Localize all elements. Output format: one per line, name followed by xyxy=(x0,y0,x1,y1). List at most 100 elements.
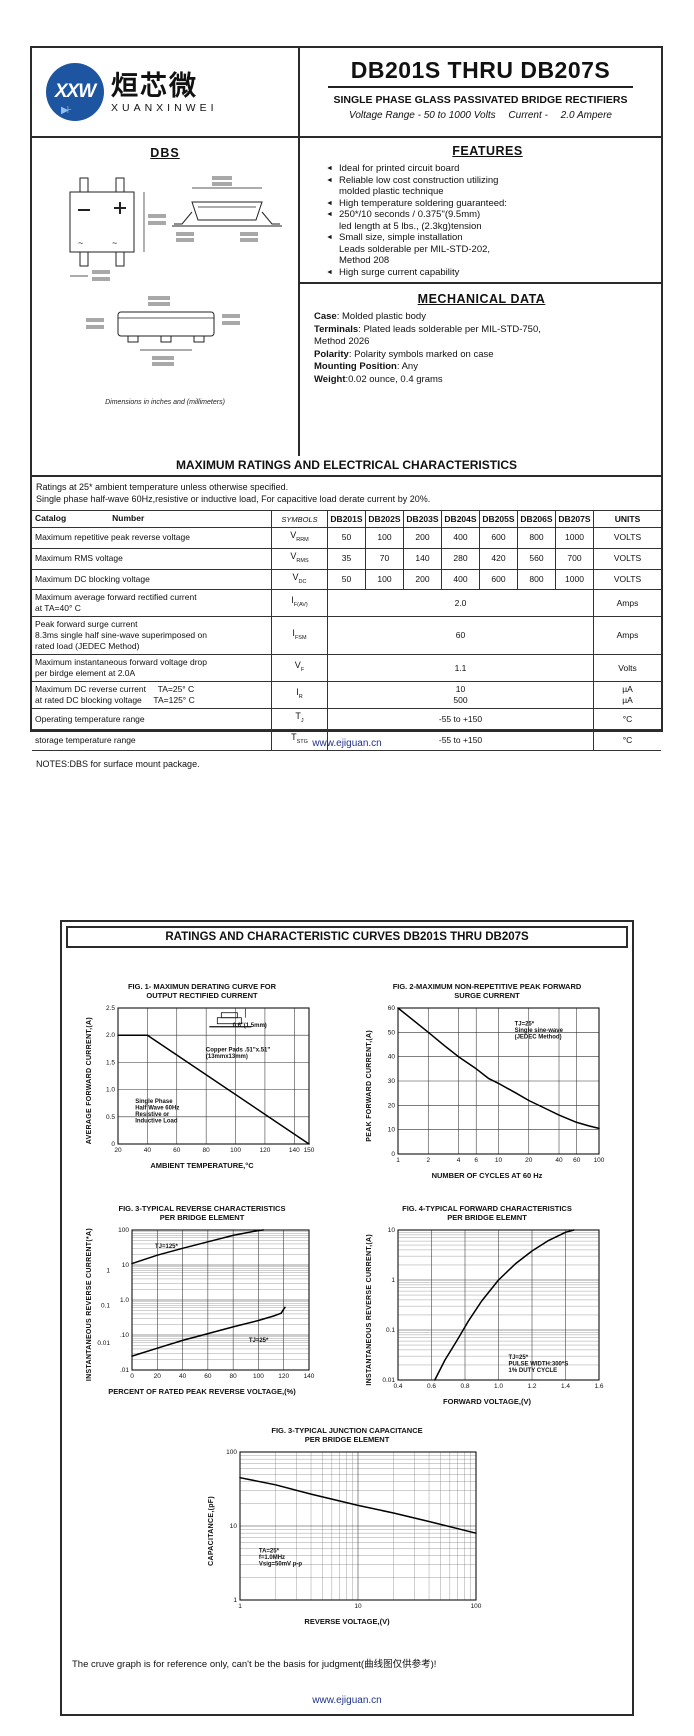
feature-item: ◄ 250*/10 seconds / 0.375"(9.5mm) xyxy=(326,209,481,220)
svg-text:TJ=125*: TJ=125* xyxy=(155,1244,179,1250)
mechanical-heading: MECHANICAL DATA xyxy=(417,292,546,306)
mechanical-list: Case: Molded plastic body Terminals: Plat… xyxy=(314,311,649,386)
junction-capacitance xyxy=(239,1476,477,1534)
header: XXW ▶⊦ 烜芯微 XUANXINWEI DB201S THRU DB207S… xyxy=(32,48,661,138)
svg-text:0: 0 xyxy=(130,1373,134,1380)
svg-text:100: 100 xyxy=(118,1227,129,1234)
value-cell: 50 xyxy=(328,569,366,590)
symbol-cell: TSTG xyxy=(272,730,328,750)
symbol-cell: VRMS xyxy=(272,548,328,569)
table-row: Operating temperature range TJ -55 to +150… xyxy=(32,709,661,731)
curves-banner: RATINGS AND CHARACTERISTIC CURVES DB201S… xyxy=(66,926,628,948)
svg-text:0.6"(1.5mm): 0.6"(1.5mm) xyxy=(232,1023,266,1029)
svg-text:0.6: 0.6 xyxy=(426,1383,435,1390)
value-cell: 600 xyxy=(480,528,518,548)
charts-row-3: FIG. 3-TYPICAL JUNCTION CAPACITANCE PER … xyxy=(62,1426,632,1626)
device-header: DB201S xyxy=(328,511,366,527)
value-cell: 10 500 xyxy=(328,682,594,709)
fig5-plot-area: 1 10 100 100 10 1 TA=25* f=1.0MHz Vsig=50mV p-p xyxy=(226,1449,482,1610)
bullet-icon: ◄ xyxy=(326,176,333,184)
company-logo: XXW ▶⊦ 烜芯微 XUANXINWEI xyxy=(32,48,300,136)
svg-text:1: 1 xyxy=(238,1603,242,1610)
part-number-title: DB201S THRU DB207S xyxy=(350,57,611,83)
value-cell: 200 xyxy=(404,569,442,590)
website-link[interactable]: www.ejiguan.cn xyxy=(312,738,382,749)
svg-text:100: 100 xyxy=(230,1147,241,1154)
ratings-banner: MAXIMUM RATINGS AND ELECTRICAL CHARACTER… xyxy=(32,456,661,477)
logo-mark-text: XXW xyxy=(54,81,96,102)
catalog-number-header: Catalog Number xyxy=(32,511,272,527)
ratings-note-1: Ratings at 25* ambient temperature unles… xyxy=(36,482,289,492)
charts-row-1: FIG. 1- MAXIMUN DERATING CURVE FOR OUTPU… xyxy=(62,982,632,1180)
svg-text:~: ~ xyxy=(112,238,117,248)
value-cell: 1000 xyxy=(556,528,594,548)
units-header: UNITS xyxy=(614,513,641,524)
svg-text:Copper Pads .51"x.51"(13mmx13m: Copper Pads .51"x.51" (13mmx13mm) xyxy=(205,1048,270,1061)
parameter-cell: Maximum repetitive peak reverse voltage xyxy=(32,528,272,548)
fig2-surge-chart: FIG. 2-MAXIMUM NON-REPETITIVE PEAK FORWA… xyxy=(366,982,609,1180)
symbol-cell: IF(AV) xyxy=(272,590,328,617)
forward-vi xyxy=(433,1229,575,1381)
y-axis-label: INSTANTANEOUS REVERSE CURRENT(*A) xyxy=(85,1228,93,1382)
svg-text:80: 80 xyxy=(229,1373,237,1380)
value-cell: 400 xyxy=(442,569,480,590)
fig2-plot-area: 1 2 4 6 10 20 40 60 100 0 10 20 30 40 50 60 TJ=25* Single… xyxy=(387,1005,604,1164)
table-row: Maximum DC blocking voltage VDC 50 100 200 40… xyxy=(32,569,661,591)
mechanical-section: MECHANICAL DATA Case: Molded plastic bod… xyxy=(300,284,661,386)
table-header-row: Catalog Number SYMBOLS DB201S DB202S DB203S DB… xyxy=(32,511,661,528)
value-cell: 280 xyxy=(442,548,480,569)
surge-current xyxy=(396,1007,600,1130)
svg-text:40: 40 xyxy=(143,1147,151,1154)
svg-text:1: 1 xyxy=(396,1157,400,1164)
y-axis-label: INSTANTANEOUS REVERSE CURRENT,(A) xyxy=(365,1234,373,1386)
svg-text:20: 20 xyxy=(525,1157,533,1164)
svg-text:100: 100 xyxy=(226,1449,237,1456)
symbol-cell: IFSM xyxy=(272,617,328,655)
package-name: DBS xyxy=(150,146,180,160)
company-name-en: XUANXINWEI xyxy=(111,101,218,114)
x-axis-label: NUMBER OF CYCLES AT 60 Hz xyxy=(431,1171,543,1180)
bottom-view xyxy=(117,311,215,351)
device-header: DB206S xyxy=(518,511,556,527)
value-cell: 2.0 xyxy=(328,590,594,617)
logo-mark: XXW ▶⊦ xyxy=(46,63,104,121)
front-view xyxy=(69,177,145,277)
svg-text:10: 10 xyxy=(494,1157,502,1164)
value-cell: 800 xyxy=(518,528,556,548)
value-cell: 800 xyxy=(518,569,556,590)
table-row: storage temperature range TSTG -55 to +150… xyxy=(32,730,661,750)
bullet-icon: ◄ xyxy=(326,234,333,241)
chart-title: FIG. 2-MAXIMUM NON-REPETITIVE PEAK FORWA… xyxy=(392,982,582,1000)
units-cell: °C xyxy=(622,713,633,724)
svg-text:10: 10 xyxy=(387,1227,395,1234)
current-value: 2.0 Ampere xyxy=(560,110,612,121)
svg-text:20: 20 xyxy=(153,1373,161,1380)
units-cell: µA µA xyxy=(622,684,633,706)
svg-text:100: 100 xyxy=(252,1373,263,1380)
svg-text:20: 20 xyxy=(387,1102,395,1109)
feature-item: ◄ Ideal for printed circuit board xyxy=(326,163,460,174)
svg-text:1.5: 1.5 xyxy=(105,1059,114,1066)
svg-text:40: 40 xyxy=(178,1373,186,1380)
feature-item-cont: Leads solderable per MIL-STD-202, xyxy=(339,243,491,255)
bullet-icon: ◄ xyxy=(326,211,333,218)
value-cell: 560 xyxy=(518,548,556,569)
table-row: Maximum average forward rectified curren… xyxy=(32,590,661,618)
company-names: 烜芯微 XUANXINWEI xyxy=(111,71,218,114)
svg-text:60: 60 xyxy=(573,1157,581,1164)
svg-text:0: 0 xyxy=(111,1141,115,1148)
dimensions-note: Dimensions in inches and (millimeters) xyxy=(105,399,225,406)
website-link[interactable]: www.ejiguan.cn xyxy=(312,1695,382,1706)
table-row: Maximum instantaneous forward voltage dr… xyxy=(32,655,661,683)
current-label: Current - xyxy=(508,110,548,121)
svg-text:0: 0 xyxy=(391,1151,395,1158)
svg-text:0.5: 0.5 xyxy=(105,1114,114,1121)
svg-text:2.5: 2.5 xyxy=(105,1005,114,1012)
svg-text:1.0: 1.0 xyxy=(119,1297,128,1304)
y-axis-label: PEAK FORWARD CURRENT,(A) xyxy=(365,1030,373,1142)
svg-text:0.8: 0.8 xyxy=(460,1383,469,1390)
bullet-icon: ◄ xyxy=(326,165,333,172)
svg-text:.10: .10 xyxy=(119,1332,128,1339)
device-header: DB204S xyxy=(442,511,480,527)
units-cell: Amps xyxy=(616,597,639,608)
